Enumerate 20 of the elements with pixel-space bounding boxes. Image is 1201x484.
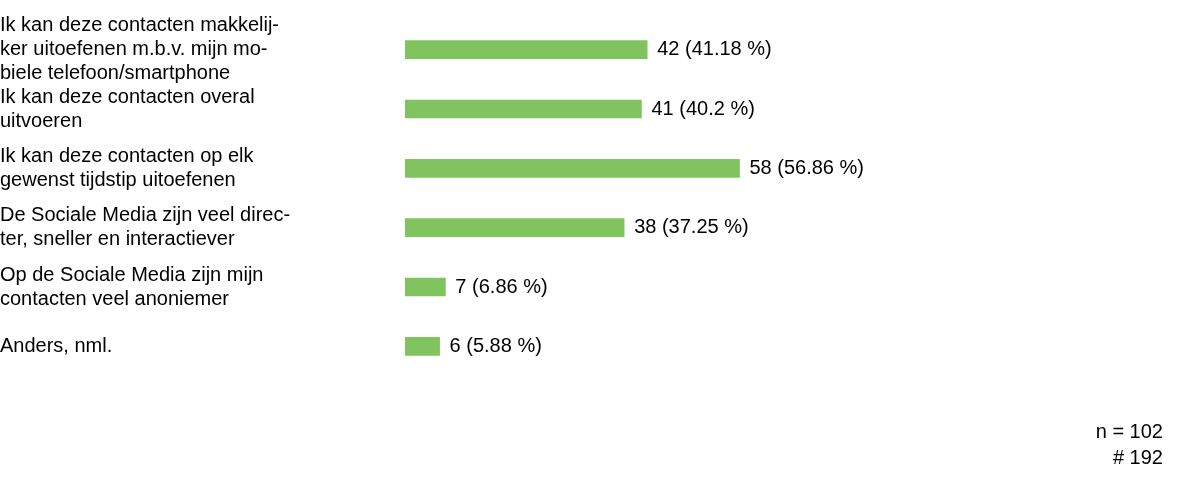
data-label: 38 (37.25 %): [634, 215, 749, 238]
data-label: 7 (6.86 %): [455, 274, 548, 297]
data-label: 41 (40.2 %): [651, 96, 755, 119]
y-tick-label: Ik kan deze contacten op elk gewenst tijdstip uitoefenen: [0, 143, 255, 190]
y-tick-label: Anders, nml.: [0, 333, 113, 356]
data-label: 6 (5.88 %): [449, 333, 542, 356]
bar: [405, 159, 740, 178]
y-tick-label: De Sociale Media zijn veel direc- ter, sneller en interactiever: [0, 203, 291, 250]
data-label: 58 (56.86 %): [749, 155, 864, 178]
bar: [405, 40, 648, 59]
y-tick-label: Op de Sociale Media zijn mijn contacten veel anoniemer: [0, 262, 264, 309]
bar: [405, 99, 642, 119]
text: n = 102: [1095, 419, 1163, 444]
text: # 192: [1111, 445, 1163, 470]
y-tick-label: Ik kan deze contacten makkelij- ker uitoefenen m.b.v. mijn mo- biele telefoon/smartphone: [0, 13, 280, 84]
bar: [405, 337, 440, 356]
y-tick-label: Ik kan deze contacten overal uitvoeren: [0, 84, 255, 131]
bar: [405, 218, 625, 237]
bar: [405, 277, 446, 297]
data-label: 42 (41.18 %): [657, 37, 772, 60]
